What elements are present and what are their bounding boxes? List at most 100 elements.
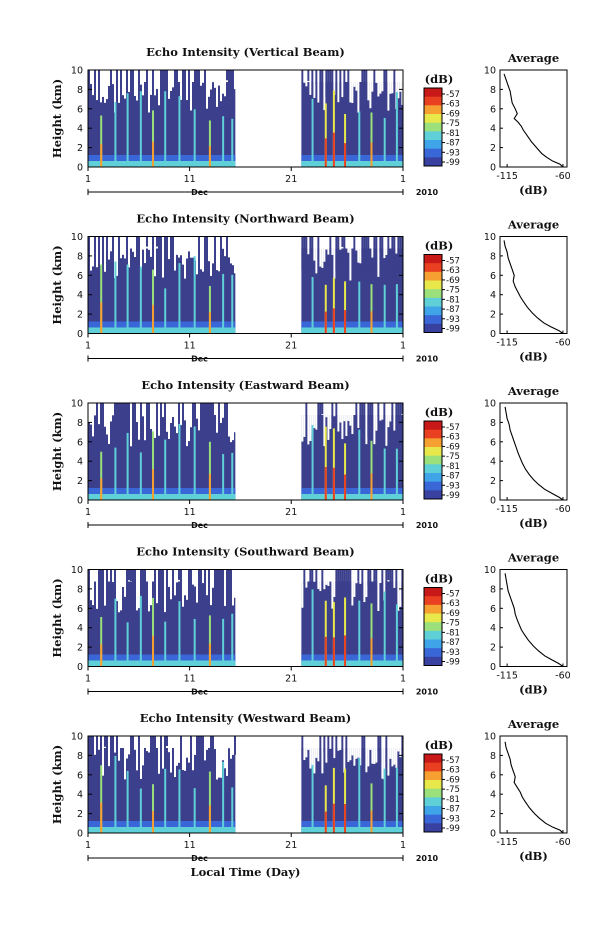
noise-column xyxy=(367,70,370,101)
colorbar-step xyxy=(424,131,442,141)
noise-column xyxy=(329,70,332,99)
noise-column xyxy=(345,736,348,780)
noise-column xyxy=(144,236,146,264)
noise-column xyxy=(349,736,352,761)
colorbar-tick-label: -93 xyxy=(446,814,460,824)
noise-column xyxy=(176,70,178,90)
echo-streak xyxy=(358,111,361,167)
average-y-tick-label: 2 xyxy=(490,143,496,154)
echo-streak xyxy=(311,98,314,167)
y-tick-label: 6 xyxy=(77,104,83,115)
colorbar-step xyxy=(424,823,442,833)
echo-streak xyxy=(395,284,398,334)
noise-column xyxy=(333,236,336,279)
noise-column xyxy=(393,236,396,280)
noise-column xyxy=(94,569,96,581)
noise-column xyxy=(194,70,196,105)
noise-column xyxy=(210,236,212,276)
noise-column xyxy=(351,569,354,606)
noise-column xyxy=(371,403,374,437)
noise-column xyxy=(383,236,386,259)
noise-column xyxy=(126,569,128,592)
echo-streak xyxy=(152,784,155,833)
echo-streak xyxy=(324,785,327,833)
y-tick-label: 10 xyxy=(71,732,83,743)
average-title: Average xyxy=(507,384,559,398)
average-x-tick-label: -60 xyxy=(555,837,571,848)
noise-column xyxy=(180,569,182,608)
noise-column xyxy=(190,236,192,258)
noise-column xyxy=(335,236,338,272)
noise-column xyxy=(118,236,120,250)
noise-column xyxy=(228,236,230,258)
noise-column xyxy=(202,236,204,272)
noise-column xyxy=(337,236,340,260)
noise-column xyxy=(399,736,402,758)
noise-column xyxy=(128,736,130,755)
surface-band-core xyxy=(301,327,403,334)
x-tick-label: 1 xyxy=(400,507,406,518)
noise-column xyxy=(315,569,318,586)
colorbar-tick-label: -57 xyxy=(446,756,460,766)
echo-streak xyxy=(324,426,327,500)
average-y-tick-label: 2 xyxy=(490,310,496,321)
noise-column xyxy=(313,569,316,582)
noise-column xyxy=(395,569,398,602)
heatmap xyxy=(88,403,404,500)
echo-streak xyxy=(332,90,335,167)
noise-column xyxy=(206,236,208,256)
average-frame xyxy=(499,735,568,834)
noise-column xyxy=(172,70,174,88)
panel-title: Echo Intensity (Westward Beam) xyxy=(140,711,351,725)
average-y-tick-label: 4 xyxy=(490,124,496,135)
y-tick-label: 6 xyxy=(77,604,83,615)
x-tick-label: 11 xyxy=(184,840,196,851)
noise-column xyxy=(351,70,354,104)
noise-column xyxy=(377,736,380,752)
echo-streak xyxy=(139,91,142,167)
noise-column xyxy=(391,403,394,430)
colorbar-tick-label: -87 xyxy=(446,805,460,815)
noise-column xyxy=(162,736,164,769)
colorbar-step xyxy=(424,648,442,658)
noise-column xyxy=(102,70,104,97)
noise-column xyxy=(361,736,364,780)
noise-column xyxy=(98,403,100,425)
noise-column xyxy=(184,70,186,96)
panel-4: Echo Intensity (Westward Beam) Height (km… xyxy=(50,711,571,879)
noise-column xyxy=(307,736,310,750)
noise-column xyxy=(389,403,392,422)
noise-column xyxy=(104,236,106,272)
noise-column xyxy=(301,403,304,442)
x-axis-label: Local Time (Day) xyxy=(191,865,301,879)
colorbar-step xyxy=(424,148,442,158)
noise-column xyxy=(365,569,368,598)
noise-column xyxy=(311,236,314,270)
heatmap xyxy=(88,70,404,167)
noise-column xyxy=(218,70,220,86)
noise-column xyxy=(377,70,380,97)
noise-column xyxy=(174,736,176,777)
noise-column xyxy=(379,403,382,421)
noise-column xyxy=(387,736,390,776)
average-profile-line xyxy=(503,73,564,168)
noise-column xyxy=(379,236,382,253)
noise-column xyxy=(118,403,120,438)
noise-column xyxy=(329,403,332,429)
noise-column xyxy=(190,569,192,588)
noise-column xyxy=(96,70,98,101)
echo-streak xyxy=(231,452,234,500)
average-y-tick-label: 6 xyxy=(490,271,496,282)
colorbar-tick-label: -69 xyxy=(446,276,460,286)
colorbar-step xyxy=(424,157,442,167)
noise-column xyxy=(212,403,214,420)
noise-column xyxy=(184,569,186,596)
echo-streak xyxy=(332,601,335,667)
noise-column xyxy=(335,736,338,765)
noise-column xyxy=(142,236,144,250)
noise-column xyxy=(226,236,228,262)
colorbar-step xyxy=(424,280,442,290)
noise-column xyxy=(178,736,180,763)
noise-column xyxy=(106,403,108,435)
